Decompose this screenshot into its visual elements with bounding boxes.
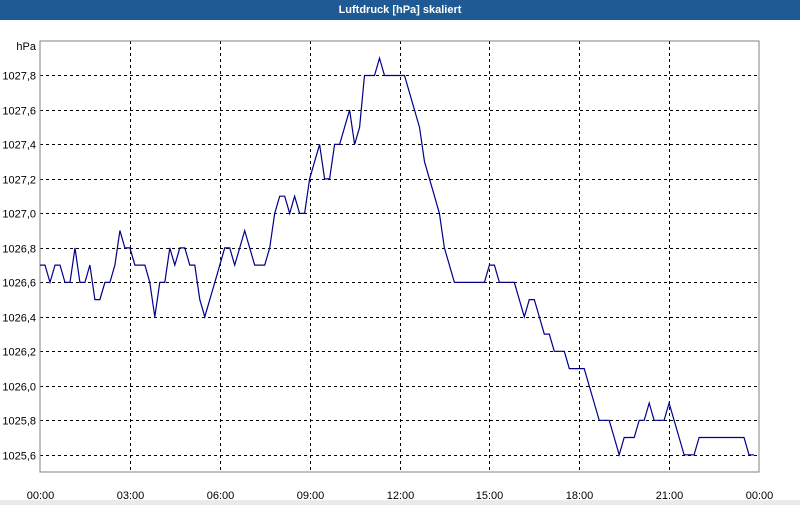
x-tick-time-label: 09:00 [297, 490, 325, 500]
y-tick-label: 1026,4 [2, 313, 36, 325]
grid-lines [40, 41, 759, 472]
x-tick-time-label: 12:00 [387, 490, 415, 500]
y-tick-label: 1027,0 [2, 209, 36, 221]
plot-frame [39, 40, 760, 473]
y-tick-label: 1026,0 [2, 382, 36, 394]
y-tick-label: 1026,6 [2, 278, 36, 290]
chart-title-bar: Luftdruck [hPa] skaliert [0, 0, 800, 20]
y-tick-label: 1027,4 [2, 140, 36, 152]
chart-title: Luftdruck [hPa] skaliert [338, 4, 462, 16]
y-tick-label: 1025,8 [2, 416, 36, 428]
y-tick-label: 1027,6 [2, 106, 36, 118]
x-tick-time-label: 00:00 [27, 490, 55, 500]
x-tick-time-label: 03:00 [117, 490, 145, 500]
x-tick-time-label: 00:00 [746, 490, 774, 500]
x-tick-time-label: 18:00 [566, 490, 594, 500]
y-tick-label: 1025,6 [2, 451, 36, 463]
y-axis-unit-label: hPa [16, 41, 36, 53]
pressure-series-line [40, 56, 754, 457]
x-tick-time-label: 06:00 [207, 490, 235, 500]
chart-area: 1025,6 1025,8 1026,0 1026,2 1026,4 1026,6 1026… [0, 20, 800, 502]
series-group [40, 56, 754, 457]
pressure-line-chart: 1025,6 1025,8 1026,0 1026,2 1026,4 1026,6 1026… [2, 40, 774, 502]
x-axis: 00:0018.01.1703:0018.01.1706:0018.01.170… [27, 490, 774, 502]
y-axis: 1025,6 1025,8 1026,0 1026,2 1026,4 1026,6 1026… [2, 71, 36, 463]
y-tick-label: 1026,2 [2, 347, 36, 359]
y-tick-label: 1027,2 [2, 175, 36, 187]
y-tick-label: 1027,8 [2, 71, 36, 83]
x-tick-time-label: 15:00 [476, 490, 504, 500]
y-tick-label: 1026,8 [2, 244, 36, 256]
x-tick-time-label: 21:00 [656, 490, 684, 500]
